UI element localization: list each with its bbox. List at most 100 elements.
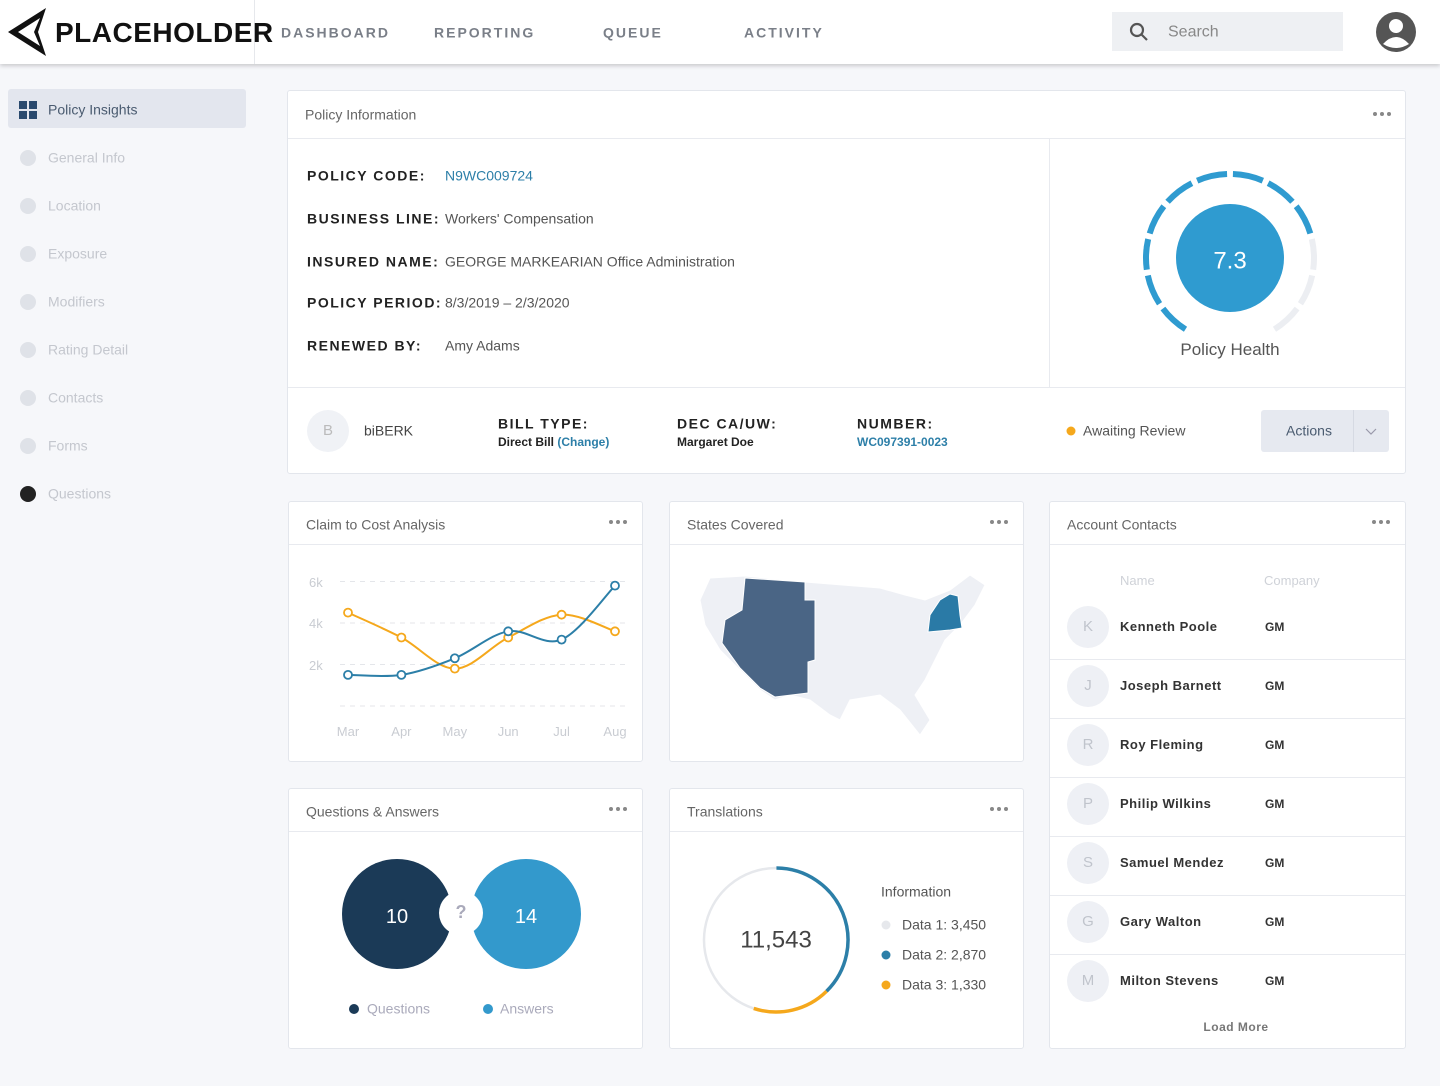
field-label: POLICY CODE: [307,167,426,184]
x-tick-label: Mar [336,724,360,740]
nav-item[interactable]: ACTIVITY [744,24,824,41]
divider [254,0,255,64]
active-item-bg [8,89,246,128]
field-label: POLICY PERIOD: [307,294,443,311]
field-value: Amy Adams [445,337,520,354]
legend-label: Data 1: [902,916,948,933]
questions-count: 10 [385,906,409,928]
contact-company: GM [1265,973,1285,988]
contact-name: Gary Walton [1120,914,1202,930]
sidebar-icon [20,294,36,310]
legend-value: 3,450 [951,916,987,933]
health-score: 7.3 [1213,247,1247,275]
contact-name: Joseph Barnett [1120,678,1222,694]
legend-item: Data 1: 3,450 [902,917,986,934]
x-tick-label: Apr [391,724,412,740]
column-header: Company [1264,573,1320,589]
contact-company: GM [1265,796,1285,811]
change-link[interactable]: (Change) [557,434,610,449]
sidebar-icon [20,486,36,502]
contact-initial: P [1082,795,1094,812]
legend-label: Answers [500,1000,554,1017]
y-tick-label: 6k [309,574,323,590]
contact-company: GM [1265,678,1285,693]
status: Awaiting Review [1083,422,1186,439]
carrier-initial: B [322,422,334,439]
legend-label: Data 3: [902,976,948,993]
legend-title: Information [881,883,952,900]
card-title: Claim to Cost Analysis [306,516,446,533]
sidebar-item[interactable]: Policy Insights [48,101,138,118]
logo-text: PLACEHOLDER [55,17,274,49]
bill-value: Direct Bill (Change) [498,435,609,449]
search-placeholder: Search [1168,23,1219,41]
sidebar-item[interactable]: Exposure [48,245,108,262]
x-tick-label: May [442,724,468,740]
load-more[interactable]: Load More [1203,1019,1269,1034]
contact-company: GM [1265,855,1285,870]
contact-initial: M [1081,972,1095,989]
number-value: WC097391-0023 [857,434,948,449]
contact-company: GM [1265,619,1285,634]
donut-total: 11,543 [740,926,812,954]
contact-company: GM [1265,737,1285,752]
contact-initial: K [1082,618,1094,635]
card-title: Policy Information [305,106,417,123]
claim-card [288,501,643,762]
field-value: 8/3/2019 – 2/3/2020 [445,294,570,311]
sidebar-item[interactable]: Forms [48,437,88,454]
contact-initial: R [1082,736,1094,753]
carrier-name: biBERK [364,422,414,439]
sidebar-icon [20,150,36,166]
field-value: GEORGE MARKEARIAN Office Administration [445,253,735,270]
contact-name: Samuel Mendez [1120,855,1225,871]
card-title: Translations [687,803,763,820]
contacts-card [1049,501,1406,1049]
sidebar-item[interactable]: General Info [48,149,126,166]
contact-initial: G [1082,913,1094,930]
sidebar-icon [20,438,36,454]
card-title: Account Contacts [1067,516,1177,533]
column-header: Name [1120,573,1155,589]
x-tick-label: Jul [553,724,570,740]
health-label: Policy Health [1180,339,1280,359]
card-title: States Covered [687,516,784,533]
dec-value: Margaret Doe [677,434,754,449]
sidebar-icon [20,198,36,214]
sidebar-icon [20,342,36,358]
y-tick-label: 4k [309,616,323,632]
contact-initial: S [1082,854,1094,871]
field-value: Workers' Compensation [445,210,594,227]
contact-name: Philip Wilkins [1120,796,1212,812]
legend-item: Data 3: 1,330 [902,977,986,994]
nav-item[interactable]: QUEUE [603,24,663,41]
contact-initial: J [1084,677,1092,694]
contact-name: Kenneth Poole [1120,619,1218,635]
legend-label: Questions [367,1000,431,1017]
sidebar-item[interactable]: Contacts [48,389,104,406]
sidebar-item[interactable]: Location [48,197,101,214]
contact-name: Roy Fleming [1120,737,1204,753]
sidebar-icon [20,246,36,262]
sidebar-icon [20,390,36,406]
contact-name: Milton Stevens [1120,973,1219,989]
nav-item[interactable]: REPORTING [434,24,536,41]
legend-label: Data 2: [902,946,948,963]
field-label: RENEWED BY: [307,337,423,354]
sidebar-item[interactable]: Rating Detail [48,341,129,358]
nav-item[interactable]: DASHBOARD [281,24,390,41]
sidebar-item[interactable]: Questions [48,485,112,502]
field-label: BUSINESS LINE: [307,210,441,227]
states-card [669,501,1024,762]
search-box[interactable] [1112,12,1343,51]
actions-label[interactable]: Actions [1286,422,1332,439]
contact-company: GM [1265,914,1285,929]
dec-label: DEC CA/UW: [677,415,778,432]
sidebar-item[interactable]: Modifiers [48,293,105,310]
legend-value: 1,330 [951,976,987,993]
legend-value: 2,870 [951,946,987,963]
field-label: INSURED NAME: [307,253,440,270]
x-tick-label: Aug [603,724,627,740]
field-value: N9WC009724 [445,167,533,184]
